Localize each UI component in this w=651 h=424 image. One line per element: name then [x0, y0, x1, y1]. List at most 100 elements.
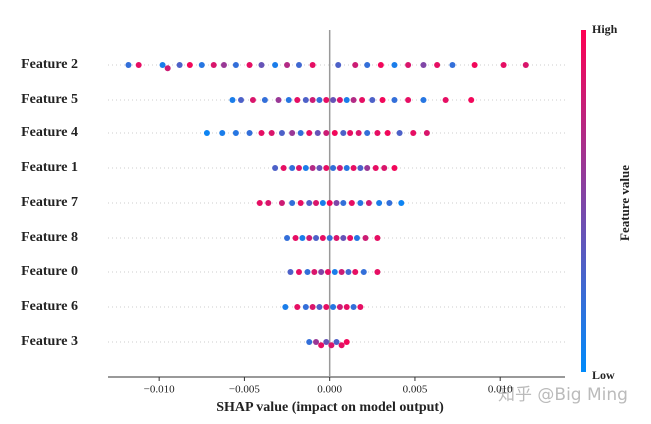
dot [434, 62, 441, 68]
dot [292, 235, 299, 241]
dot [309, 304, 316, 310]
dot [348, 200, 355, 206]
dot [294, 304, 301, 310]
dot [198, 62, 205, 68]
dot [374, 235, 381, 241]
dot [369, 97, 376, 103]
dot [338, 269, 345, 275]
dot [343, 97, 350, 103]
dot [289, 130, 296, 136]
dot [364, 130, 371, 136]
dot [355, 130, 362, 136]
dot [323, 165, 330, 171]
x-tick-label: 0.000 [317, 384, 342, 396]
dot [364, 165, 371, 171]
x-tick-label: −0.005 [229, 384, 260, 396]
feature-label: Feature 8 [21, 230, 78, 245]
dot [306, 339, 313, 345]
dot [330, 97, 337, 103]
dot [238, 97, 245, 103]
dot [284, 235, 291, 241]
dot [343, 304, 350, 310]
dot [268, 130, 275, 136]
colorbar-high: High [592, 22, 618, 36]
dot [309, 97, 316, 103]
dot [405, 62, 412, 68]
dot [372, 165, 379, 171]
dot [302, 304, 309, 310]
dot [282, 304, 289, 310]
dot [336, 97, 343, 103]
dot [364, 62, 371, 68]
dot [423, 130, 430, 136]
dot [347, 130, 354, 136]
feature-label: Feature 0 [21, 264, 78, 279]
dot [297, 200, 304, 206]
dot [340, 130, 347, 136]
feature-label: Feature 5 [21, 92, 78, 107]
dot [449, 62, 456, 68]
dot [350, 97, 357, 103]
dot [379, 97, 386, 103]
feature-label: Feature 7 [21, 195, 78, 210]
dot [323, 97, 330, 103]
dot [420, 62, 427, 68]
dot [258, 130, 265, 136]
dot [326, 235, 333, 241]
dot [135, 62, 142, 68]
feature-label: Feature 3 [21, 334, 78, 349]
dot [330, 304, 337, 310]
colorbar [581, 30, 586, 372]
dot [326, 200, 333, 206]
dot [176, 62, 183, 68]
dot [352, 269, 359, 275]
dot [314, 130, 321, 136]
dot [350, 165, 357, 171]
dot [256, 200, 263, 206]
dot [357, 304, 364, 310]
dot [365, 200, 372, 206]
dot [333, 235, 340, 241]
dot [284, 62, 291, 68]
dot [302, 165, 309, 171]
dot [294, 97, 301, 103]
dot [331, 269, 338, 275]
dot [343, 339, 350, 345]
dot [377, 62, 384, 68]
dot [328, 342, 335, 349]
dot [338, 342, 345, 349]
dot [297, 130, 304, 136]
dot [319, 235, 326, 241]
dot [398, 200, 405, 206]
dot [391, 97, 398, 103]
dot [318, 342, 325, 349]
dot [357, 200, 364, 206]
dot [323, 339, 330, 345]
dot [203, 130, 210, 136]
colorbar-low: Low [592, 368, 615, 382]
dot [340, 235, 347, 241]
dot [350, 304, 357, 310]
dot [323, 130, 330, 136]
x-tick-label: 0.005 [403, 384, 428, 396]
dot [352, 62, 359, 68]
dot [210, 62, 217, 68]
x-axis-label: SHAP value (impact on model output) [216, 400, 444, 415]
dot [396, 130, 403, 136]
dot [471, 62, 478, 68]
x-tick-label: −0.010 [144, 384, 175, 396]
dot [405, 97, 412, 103]
dot [278, 130, 285, 136]
dot [246, 62, 253, 68]
dot [420, 97, 427, 103]
dot [306, 200, 313, 206]
dot [261, 97, 268, 103]
dot [313, 339, 320, 345]
dot [249, 97, 256, 103]
dot [336, 165, 343, 171]
dot [374, 130, 381, 136]
watermark: 知乎 @Big Ming [498, 385, 628, 405]
dot [522, 62, 529, 68]
dot [232, 62, 239, 68]
dot [316, 304, 323, 310]
